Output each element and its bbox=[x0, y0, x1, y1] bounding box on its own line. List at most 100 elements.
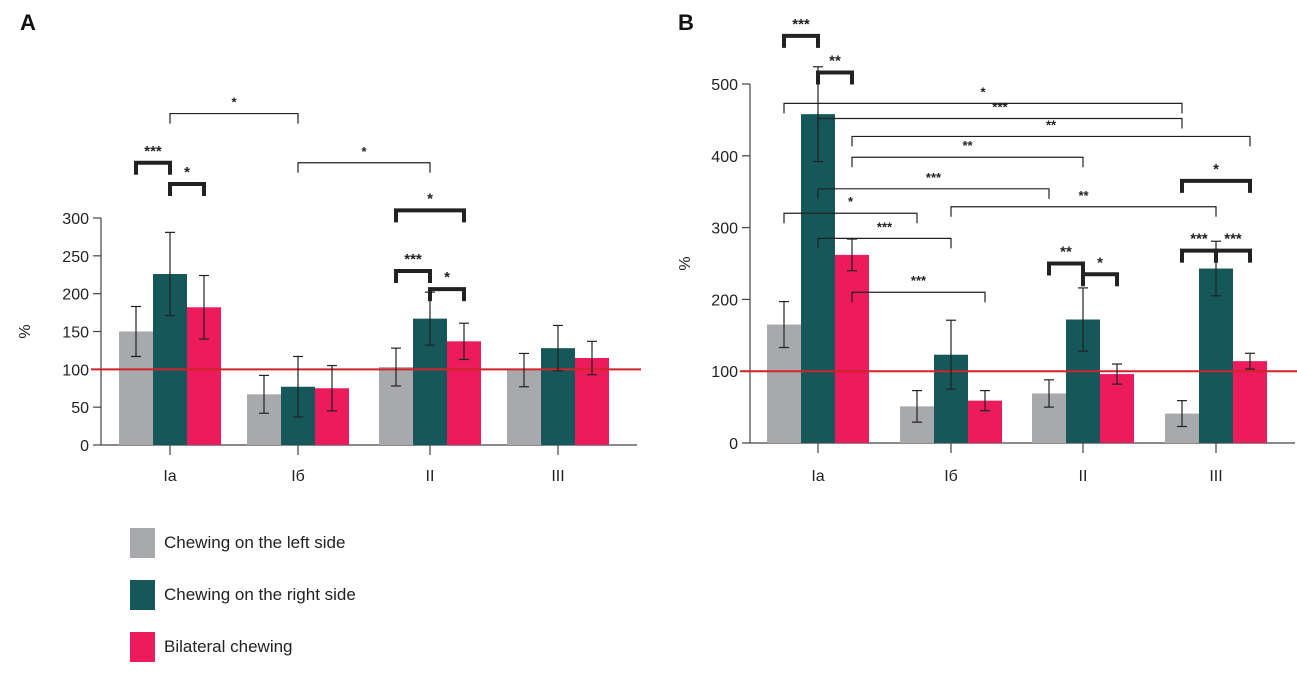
significance-label: *** bbox=[926, 170, 942, 185]
significance-label: *** bbox=[877, 219, 893, 234]
significance-bracket: *** bbox=[851, 273, 986, 303]
significance-bracket: *** bbox=[1214, 231, 1252, 263]
y-tick-label: 250 bbox=[62, 249, 89, 266]
significance-label: * bbox=[184, 164, 190, 181]
significance-bracket: * bbox=[297, 144, 431, 173]
y-tick-label: 0 bbox=[80, 438, 89, 455]
bracket-line bbox=[783, 102, 1183, 114]
bracket-line bbox=[783, 212, 918, 224]
significance-label: * bbox=[444, 269, 450, 286]
legend-swatch-bilateral bbox=[130, 632, 155, 662]
y-tick-label: 200 bbox=[62, 287, 89, 304]
bracket-line bbox=[782, 33, 820, 48]
significance-bracket: * bbox=[1081, 254, 1119, 287]
error-bar bbox=[459, 322, 469, 361]
significance-bracket: ** bbox=[851, 138, 1084, 168]
significance-bracket: * bbox=[783, 194, 918, 224]
significance-label: * bbox=[361, 144, 367, 159]
significance-label: * bbox=[1097, 254, 1103, 271]
y-axis-label: % bbox=[677, 256, 694, 270]
bracket-line bbox=[428, 287, 466, 302]
y-tick-label: 300 bbox=[62, 211, 89, 228]
x-tick-label: II bbox=[426, 468, 435, 485]
significance-bracket: *** bbox=[134, 143, 172, 175]
legend-label-left: Chewing on the left side bbox=[164, 533, 346, 552]
y-tick-label: 50 bbox=[71, 400, 89, 417]
legend-swatch-left bbox=[130, 528, 155, 558]
error-bar bbox=[1177, 400, 1187, 428]
significance-label: * bbox=[231, 95, 237, 110]
significance-label: ** bbox=[1060, 244, 1072, 261]
y-tick-label: 400 bbox=[711, 149, 738, 166]
significance-label: * bbox=[980, 84, 986, 99]
error-bar bbox=[587, 340, 597, 376]
significance-bracket: *** bbox=[1180, 231, 1218, 263]
y-tick-label: 100 bbox=[62, 362, 89, 379]
bracket-line bbox=[1180, 178, 1252, 193]
significance-label: *** bbox=[792, 16, 810, 33]
bracket-line bbox=[297, 162, 431, 173]
error-bar bbox=[1078, 287, 1088, 352]
significance-label: ** bbox=[1078, 188, 1089, 203]
significance-label: *** bbox=[1190, 231, 1208, 248]
bracket-line bbox=[817, 117, 1183, 129]
bracket-line bbox=[169, 112, 299, 124]
error-bar bbox=[199, 274, 209, 340]
bracket-line bbox=[851, 291, 986, 303]
bracket-line bbox=[1214, 248, 1252, 263]
y-tick-label: 150 bbox=[62, 325, 89, 342]
bracket-line bbox=[1180, 248, 1218, 263]
error-bar bbox=[1245, 352, 1255, 370]
y-tick-label: 500 bbox=[711, 77, 738, 94]
legend-item-bilateral: Bilateral chewing bbox=[130, 632, 530, 662]
significance-label: ** bbox=[962, 138, 973, 153]
bar-right bbox=[801, 114, 835, 443]
y-tick-label: 300 bbox=[711, 221, 738, 238]
error-bar bbox=[847, 238, 857, 272]
legend-label-right: Chewing on the right side bbox=[164, 585, 356, 604]
significance-bracket: ** bbox=[950, 188, 1217, 217]
error-bar bbox=[980, 389, 990, 412]
bracket-line bbox=[851, 135, 1251, 147]
significance-bracket: *** bbox=[782, 16, 820, 48]
error-bar bbox=[131, 305, 141, 358]
significance-bracket: * bbox=[168, 164, 206, 196]
bar-bilateral bbox=[1233, 361, 1267, 443]
significance-bracket: * bbox=[394, 190, 466, 223]
significance-bracket: *** bbox=[817, 170, 1050, 199]
error-bar bbox=[779, 300, 789, 349]
significance-label: * bbox=[427, 190, 433, 207]
bracket-line bbox=[1047, 261, 1085, 276]
significance-label: ** bbox=[1046, 117, 1057, 132]
bracket-line bbox=[851, 156, 1084, 168]
legend: Chewing on the left side Chewing on the … bbox=[130, 528, 530, 684]
bracket-line bbox=[134, 160, 172, 175]
significance-bracket: ** bbox=[816, 53, 854, 85]
significance-label: *** bbox=[911, 273, 927, 288]
significance-bracket: *** bbox=[817, 219, 952, 249]
significance-label: *** bbox=[992, 99, 1008, 114]
x-tick-label: Ia bbox=[811, 468, 824, 485]
error-bar bbox=[519, 352, 529, 388]
error-bar bbox=[293, 355, 303, 418]
panel-letter: B bbox=[678, 10, 694, 35]
error-bar bbox=[391, 347, 401, 387]
significance-bracket: *** bbox=[394, 251, 432, 283]
significance-bracket: ** bbox=[1047, 244, 1085, 276]
significance-bracket: * bbox=[1180, 161, 1252, 193]
bracket-line bbox=[817, 188, 1050, 199]
y-tick-label: 100 bbox=[711, 364, 738, 381]
x-tick-label: Iб bbox=[944, 468, 958, 485]
bracket-line bbox=[1081, 272, 1119, 287]
significance-bracket: * bbox=[783, 84, 1183, 114]
x-tick-label: III bbox=[1209, 468, 1222, 485]
bar-bilateral bbox=[1100, 374, 1134, 443]
error-bar bbox=[1044, 379, 1054, 408]
error-bar bbox=[1112, 363, 1122, 385]
significance-bracket: * bbox=[428, 269, 466, 302]
significance-label: * bbox=[848, 194, 854, 209]
x-tick-label: III bbox=[551, 468, 564, 485]
bracket-line bbox=[817, 237, 952, 249]
